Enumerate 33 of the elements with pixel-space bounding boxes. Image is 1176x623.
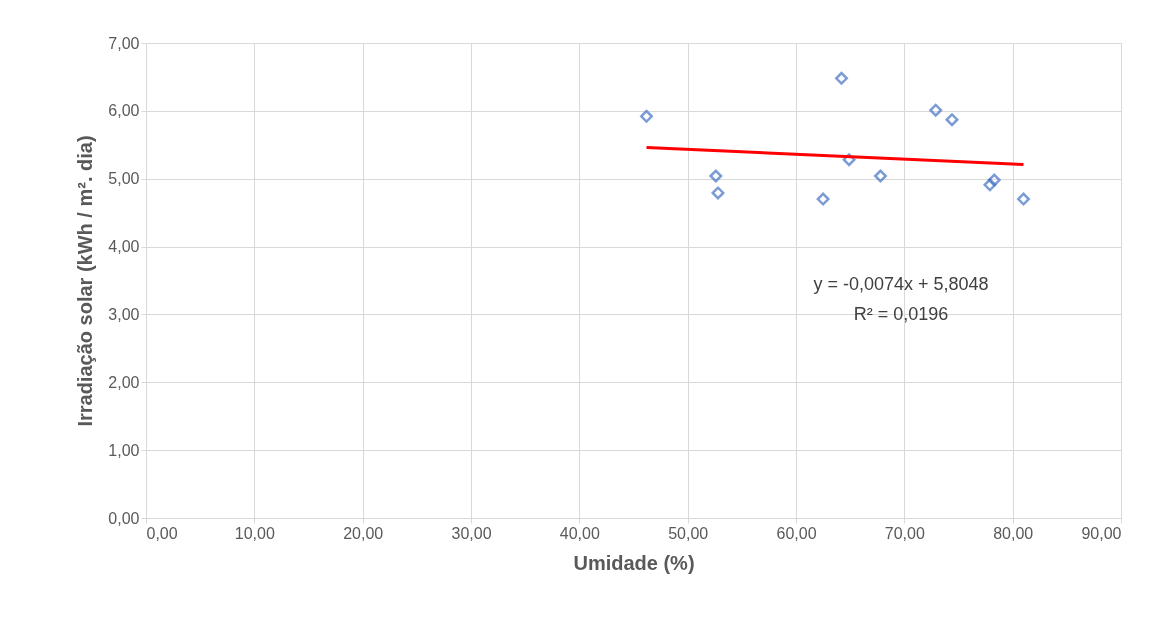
x-tick-label: 70,00: [884, 524, 925, 542]
x-tick-label: 0,00: [146, 524, 178, 542]
point: [711, 186, 725, 200]
y-tick-label: 5,00: [108, 170, 140, 188]
point: [640, 109, 653, 123]
y-tick-label: 2,00: [108, 373, 140, 391]
point: [945, 113, 959, 127]
x-tick-label: 80,00: [993, 524, 1034, 542]
x-axis-title: Umidade (%): [573, 551, 695, 574]
x-tick-label: 50,00: [668, 524, 709, 542]
point: [874, 169, 887, 183]
point: [816, 192, 830, 206]
point: [835, 71, 848, 85]
point: [983, 178, 997, 192]
y-tick-label: 0,00: [108, 509, 140, 527]
y-tick-label: 6,00: [108, 102, 140, 120]
x-tick-label: 90,00: [1081, 524, 1122, 542]
annotation: R² = 0,0196: [853, 304, 949, 324]
y-axis-title: Irradiação solar (kWh / m². dia): [74, 135, 97, 427]
x-tick-label: 40,00: [559, 524, 600, 542]
y-tick-label: 1,00: [108, 441, 140, 459]
x-tick-label: 10,00: [234, 524, 275, 542]
annotation: y = -0,0074x + 5,8048: [813, 274, 989, 294]
point: [987, 173, 1001, 187]
x-tick-label: 60,00: [776, 524, 817, 542]
y-tick-label: 3,00: [108, 305, 140, 323]
x-tick-label: 30,00: [451, 524, 492, 542]
y-tick-label: 7,00: [108, 34, 140, 52]
point: [709, 169, 723, 183]
point: [1017, 192, 1030, 206]
x-tick-label: 20,00: [343, 524, 384, 542]
point: [929, 103, 943, 117]
y-tick-label: 4,00: [108, 238, 140, 256]
